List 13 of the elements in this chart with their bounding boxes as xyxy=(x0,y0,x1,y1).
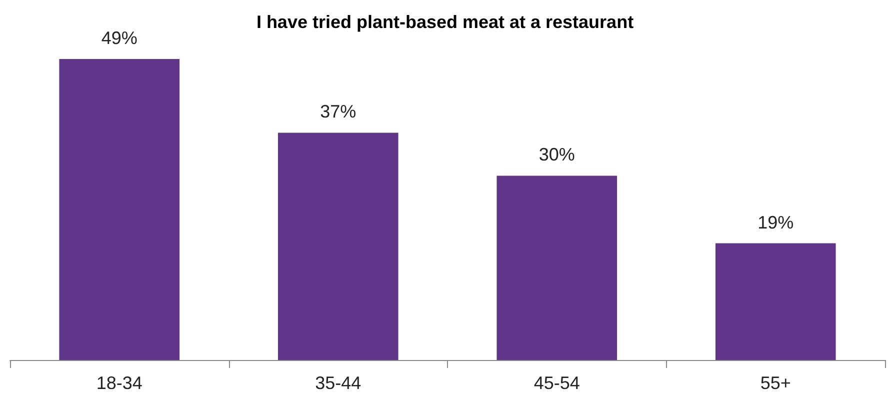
bar xyxy=(496,176,618,360)
bar xyxy=(59,59,180,360)
data-label: 37% xyxy=(320,102,356,122)
chart-title: I have tried plant-based meat at a restaurant xyxy=(256,12,634,32)
x-tick-label: 45-54 xyxy=(534,373,580,393)
data-label: 30% xyxy=(538,144,575,165)
data-label: 49% xyxy=(101,28,138,48)
bar xyxy=(715,243,836,360)
data-label: 19% xyxy=(758,212,794,232)
x-tick-label: 55+ xyxy=(760,373,791,393)
x-tick-label: 35-44 xyxy=(315,373,362,393)
x-tick-label: 18-34 xyxy=(96,373,142,393)
bar xyxy=(278,132,398,360)
